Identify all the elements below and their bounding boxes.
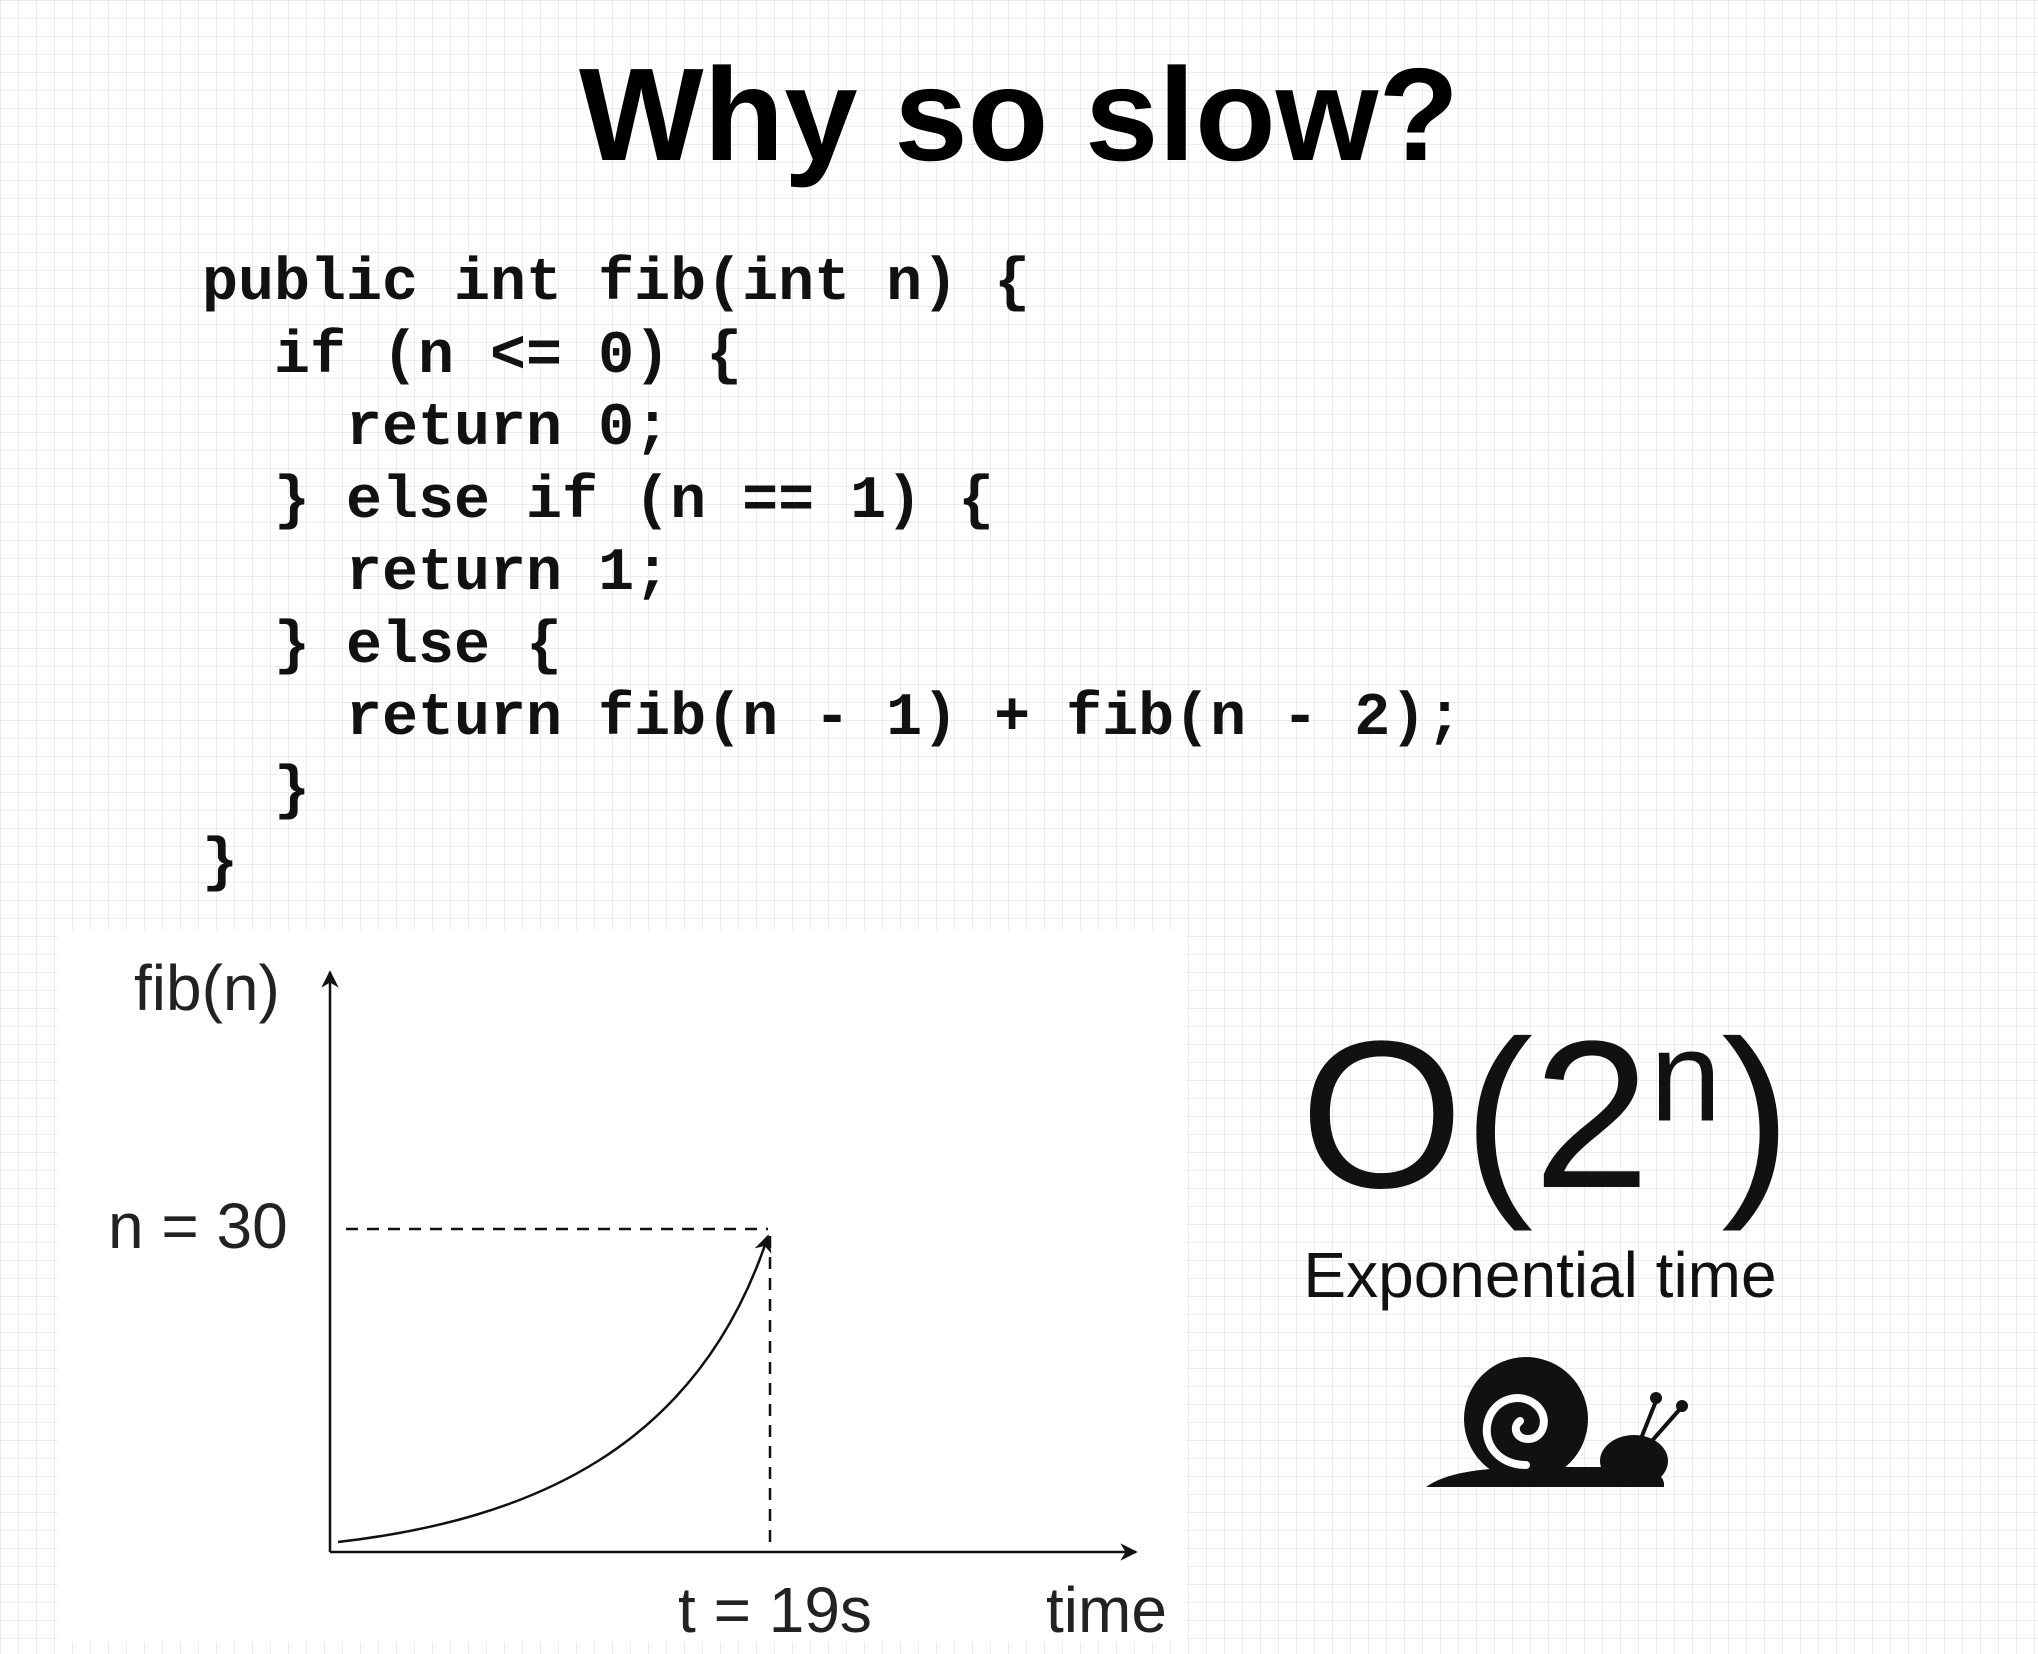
y-axis-label: fib(n) [134, 952, 280, 1024]
code-line: } else { [202, 612, 563, 681]
x-axis-label: time [1046, 1574, 1167, 1646]
slide-title: Why so slow? [578, 41, 1460, 188]
complexity-close: ) [1721, 997, 1792, 1232]
graph-svg [321, 970, 1138, 1561]
code-line: return fib(n - 1) + fib(n - 2); [202, 685, 1463, 753]
code-line: public int fib(int n) { [202, 250, 1031, 318]
complexity-base: O(2 [1300, 997, 1651, 1232]
code-line: } else if (n == 1) { [202, 467, 995, 536]
code-line: } [202, 757, 311, 826]
complexity-exponent: n [1650, 1005, 1722, 1149]
code-line: return 1; [202, 540, 671, 608]
y-marker-label: n = 30 [108, 1190, 288, 1262]
growth-curve [337, 1234, 772, 1544]
growth-graph: fib(n) n = 30 t = 19s time [58, 930, 1186, 1642]
code-block: public int fib(int n) { if (n <= 0) { re… [202, 248, 1462, 901]
x-marker-label: t = 19s [678, 1574, 872, 1646]
snail-icon [1426, 1357, 1688, 1487]
code-line: } [202, 830, 239, 898]
code-line: return 0; [202, 395, 671, 463]
complexity-label: Exponential time [1303, 1239, 1777, 1311]
complexity-notation: O(2n) [1300, 1010, 1791, 1220]
code-line: if (n <= 0) { [202, 322, 743, 391]
